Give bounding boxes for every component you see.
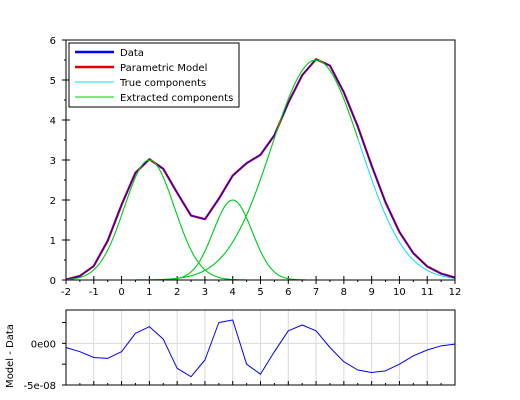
residual-line [65,319,456,378]
y-tick-label: 6 [50,36,56,47]
x-tick-label: 3 [202,287,208,298]
x-tick-label: 4 [230,287,236,298]
legend-label-true: True components [119,78,206,89]
residual-y-tick-label: -5e-08 [24,381,56,392]
residual-series [65,319,456,378]
legend-label-extracted: Extracted components [120,93,233,104]
x-tick-label: 7 [313,287,319,298]
x-tick-label: 10 [393,287,406,298]
y-tick-label: 2 [50,196,56,207]
x-tick-label: 5 [257,287,263,298]
extracted-component-line [66,199,358,281]
residual-plot-frame [65,309,456,386]
x-tick-label: 6 [285,287,291,298]
legend: Data Parametric Model True components Ex… [68,42,240,108]
x-tick-label: 9 [368,287,374,298]
x-tick-label: 1 [146,287,152,298]
x-tick-label: 12 [449,287,462,298]
x-tick-label: 2 [174,287,180,298]
residual-grid [66,310,455,385]
y-tick-label: 3 [50,156,56,167]
legend-label-data: Data [120,48,144,59]
residual-y-tick-label: 0e00 [31,339,56,350]
x-tick-label: 8 [341,287,347,298]
true-component-line [66,199,455,281]
y-tick-label: 0 [50,276,56,287]
x-tick-label: 11 [421,287,434,298]
main-plot-frame [65,39,456,281]
y-tick-label: 4 [50,116,56,127]
x-tick-label: -2 [61,287,71,298]
x-tick-label: 0 [118,287,124,298]
data-line [65,58,456,281]
residual-ylabel: Model - Data [5,324,16,388]
residual-ticklabels: 0e00 -5e-08 [24,339,56,392]
legend-label-model: Parametric Model [120,63,207,74]
y-tick-label: 1 [50,236,56,247]
residual-ticks [62,322,456,386]
residual-chart: 0e00 -5e-08 Model - Data [5,309,456,392]
x-tick-label: -1 [89,287,99,298]
legend-box [68,42,240,108]
y-tick-label: 5 [50,76,56,87]
extracted-component-line [65,159,358,281]
